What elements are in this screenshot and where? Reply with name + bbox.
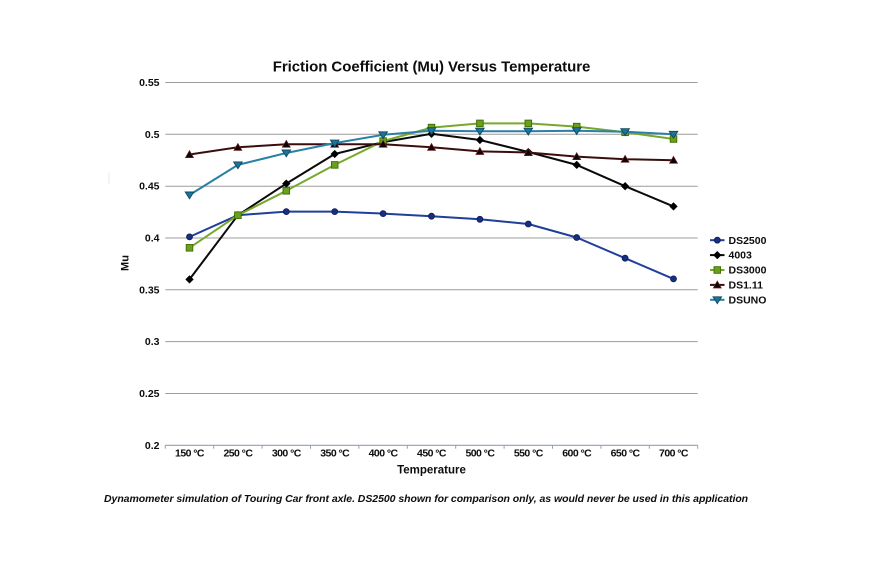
svg-text:DS2500: DS2500 <box>729 235 767 247</box>
svg-text:0.25: 0.25 <box>139 388 160 400</box>
svg-text:150 °C: 150 °C <box>175 447 205 459</box>
svg-text:300 °C: 300 °C <box>272 447 302 459</box>
svg-text:600 °C: 600 °C <box>562 447 592 459</box>
svg-text:4003: 4003 <box>729 250 753 262</box>
svg-text:DSUNO: DSUNO <box>729 294 767 306</box>
svg-text:DS3000: DS3000 <box>729 265 767 277</box>
svg-text:0.4: 0.4 <box>145 233 160 245</box>
svg-text:650 °C: 650 °C <box>611 447 641 459</box>
svg-text:550 °C: 550 °C <box>514 447 544 459</box>
svg-text:DS1.11: DS1.11 <box>729 280 764 292</box>
svg-text:450 °C: 450 °C <box>417 447 447 459</box>
svg-text:0.3: 0.3 <box>145 336 160 348</box>
svg-text:0.5: 0.5 <box>145 129 160 141</box>
svg-text:0.2: 0.2 <box>145 440 160 452</box>
svg-text:Dynamometer simulation of Tour: Dynamometer simulation of Touring Car fr… <box>104 493 748 505</box>
svg-text:0.55: 0.55 <box>139 77 160 89</box>
svg-text:Temperature: Temperature <box>397 465 466 477</box>
svg-text:Friction Coefficient (Mu) Vers: Friction Coefficient (Mu) Versus Tempera… <box>273 59 591 76</box>
svg-text:0.45: 0.45 <box>139 181 160 193</box>
svg-text:400 °C: 400 °C <box>369 447 399 459</box>
svg-text:700 °C: 700 °C <box>659 447 689 459</box>
svg-text:0.35: 0.35 <box>139 284 160 296</box>
svg-text:Mu: Mu <box>120 255 132 271</box>
svg-text:350 °C: 350 °C <box>320 447 350 459</box>
svg-text:500 °C: 500 °C <box>465 447 495 459</box>
svg-text:250 °C: 250 °C <box>223 447 253 459</box>
